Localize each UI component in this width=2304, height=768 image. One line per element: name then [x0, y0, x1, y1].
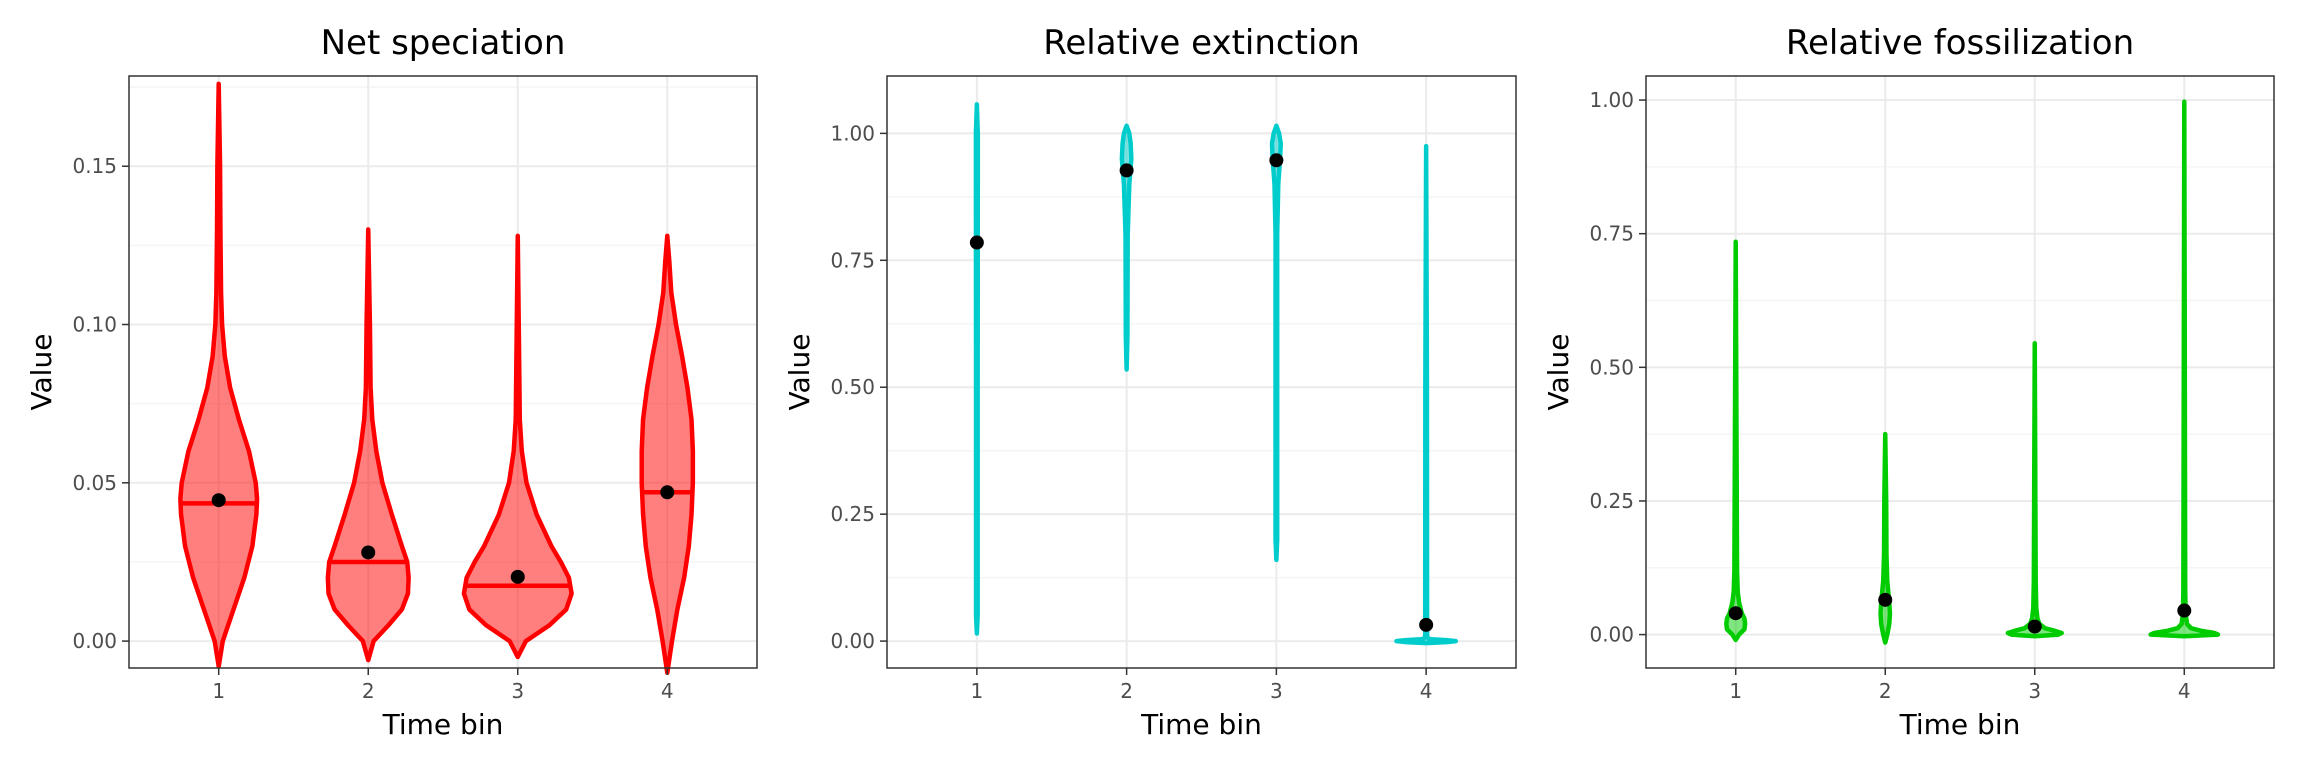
x-tick-label: 3 [511, 679, 524, 703]
x-tick-label: 1 [1729, 679, 1742, 703]
mean-point-bin-3 [510, 569, 525, 584]
y-axis-title: Value [25, 334, 58, 411]
y-tick-label: 0.00 [72, 629, 117, 653]
violin-bin-3 [2005, 341, 2064, 639]
x-axis-title: Time bin [382, 708, 504, 741]
y-tick-label: 1.00 [1589, 88, 1634, 112]
panel-1: 0.00 0.05 0.10 0.15 1 2 3 4 Net speciation Time b… [25, 23, 758, 741]
panel-title: Relative fossilization [1786, 23, 2134, 63]
x-tick-label: 3 [1270, 679, 1283, 703]
y-axis-title: Value [1542, 334, 1575, 411]
x-tick-label: 1 [970, 679, 983, 703]
panel-title: Relative extinction [1043, 23, 1360, 63]
mean-point-bin-2 [1119, 163, 1134, 178]
x-tick-label: 4 [1420, 679, 1433, 703]
y-tick-label: 0.00 [1589, 623, 1634, 647]
panel-border [1645, 75, 2275, 669]
x-tick-label: 4 [661, 679, 674, 703]
panel-2: 0.00 0.25 0.50 0.75 1.00 1 2 3 4 Relative extinct… [783, 23, 1517, 741]
mean-point-bin-4 [1419, 617, 1434, 632]
mean-point-bin-2 [1878, 592, 1893, 607]
panel-border [886, 75, 1517, 669]
y-tick-label: 1.00 [830, 121, 875, 145]
mean-point-bin-1 [211, 493, 226, 508]
panel-3: 0.00 0.25 0.50 0.75 1.00 1 2 3 4 Relative fossili… [1542, 23, 2275, 741]
violin-bin-3 [461, 233, 574, 660]
y-tick-label: 0.25 [1589, 489, 1634, 513]
violin-bin-1 [178, 81, 260, 669]
y-tick-label: 0.50 [1589, 355, 1634, 379]
mean-point-bin-1 [969, 235, 984, 250]
violin-bin-4 [1394, 143, 1459, 646]
x-tick-label: 1 [212, 679, 225, 703]
violin-bin-2 [1878, 431, 1893, 645]
x-axis-title: Time bin [1140, 708, 1262, 741]
x-tick-label: 3 [2028, 679, 2041, 703]
violin-bin-4 [639, 233, 696, 675]
violin-bin-1 [1724, 239, 1748, 643]
panel-title: Net speciation [321, 23, 566, 63]
y-tick-label: 0.75 [1589, 222, 1634, 246]
mean-point-bin-4 [660, 485, 675, 500]
violin-bin-4 [2148, 99, 2221, 639]
x-axis-title: Time bin [1899, 708, 2021, 741]
violin-bin-2 [1119, 123, 1134, 372]
mean-point-bin-3 [2027, 619, 2042, 634]
panel-border [128, 75, 758, 669]
mean-point-bin-4 [2177, 603, 2192, 618]
violin-bin-2 [325, 227, 411, 663]
x-tick-label: 2 [1120, 679, 1133, 703]
mean-point-bin-1 [1728, 606, 1743, 621]
x-tick-label: 4 [2178, 679, 2191, 703]
y-tick-label: 0.10 [72, 313, 117, 337]
y-tick-label: 0.25 [830, 502, 875, 526]
y-tick-label: 0.50 [830, 375, 875, 399]
x-tick-label: 2 [362, 679, 375, 703]
y-axis-title: Value [783, 334, 816, 411]
x-tick-label: 2 [1879, 679, 1892, 703]
mean-point-bin-2 [361, 545, 376, 560]
violin-bin-1 [973, 102, 981, 636]
y-tick-label: 0.00 [830, 629, 875, 653]
mean-point-bin-3 [1269, 153, 1284, 168]
y-tick-label: 0.05 [72, 471, 117, 495]
y-tick-label: 0.15 [72, 154, 117, 178]
violin-bin-3 [1269, 123, 1284, 563]
y-tick-label: 0.75 [830, 248, 875, 272]
